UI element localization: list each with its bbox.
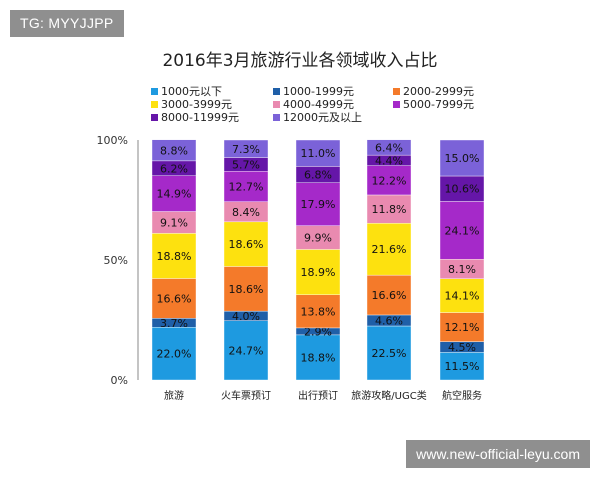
chart-title: 2016年3月旅游行业各领域收入占比 [162,51,437,71]
legend-swatch [393,88,400,95]
legend-swatch [393,101,400,108]
bar-segment [366,139,412,156]
data-label: 12.7% [229,180,264,193]
legend-swatch [151,88,158,95]
data-label: 11.8% [372,203,407,216]
bar-segment [439,278,485,313]
bar-segment [223,170,269,202]
data-label: 4.6% [375,314,403,327]
data-label: 16.6% [372,289,407,302]
bar-segment [439,139,485,177]
data-label: 6.8% [304,169,332,182]
bar-segment [295,249,341,296]
legend-swatch [151,101,158,108]
bar-segment [366,223,412,276]
data-label: 9.1% [160,216,188,229]
legend-label: 2000-2999元 [403,85,474,98]
data-label: 4.4% [375,154,403,167]
data-label: 6.2% [160,162,188,175]
data-label: 15.0% [445,152,480,165]
data-label: 18.6% [229,238,264,251]
watermark-top: TG: MYYJJPP [10,10,124,37]
bar-segment [151,327,197,381]
legend-label: 12000元及以上 [283,111,362,124]
bar-segment [295,294,341,329]
data-label: 8.1% [448,263,476,276]
bar-segment [439,175,485,202]
data-label: 4.0% [232,310,260,323]
bar-segment [151,175,197,212]
y-tick-label: 0% [111,374,128,387]
data-label: 14.1% [445,290,480,303]
bar-segment [223,221,269,267]
legend-label: 3000-3999元 [161,98,232,111]
data-label: 5.7% [232,158,260,171]
data-label: 21.6% [372,243,407,256]
bar-segment [366,274,412,316]
y-tick-label: 50% [104,254,128,267]
data-label: 18.9% [301,266,336,279]
bar-segment [151,278,197,319]
data-label: 11.0% [301,147,336,160]
data-label: 8.4% [232,206,260,219]
x-tick-label: 出行预订 [298,389,338,402]
bar-segment [366,165,412,196]
data-label: 6.4% [375,141,403,154]
data-label: 18.8% [157,250,192,263]
bar-segment [223,320,269,381]
data-label: 7.3% [232,143,260,156]
data-label: 10.6% [445,183,480,196]
data-label: 14.9% [157,188,192,201]
data-label: 2.9% [304,325,332,338]
bar-segment [295,139,341,167]
x-tick-label: 旅游攻略/UGC类 [351,389,426,402]
legend-label: 5000-7999元 [403,98,474,111]
data-label: 18.6% [229,283,264,296]
bar-segment [366,325,412,381]
bar-segment [439,352,485,381]
legend-swatch [151,114,158,121]
legend-label: 1000元以下 [161,85,222,98]
data-label: 12.1% [445,321,480,334]
data-label: 12.2% [372,174,407,187]
data-label: 9.9% [304,232,332,245]
legend-label: 8000-11999元 [161,111,239,124]
y-tick-label: 100% [97,134,128,147]
bar-segment [295,334,341,381]
bar-segment [151,139,197,162]
x-tick-label: 航空服务 [442,389,482,402]
data-label: 22.0% [157,348,192,361]
data-label: 3.7% [160,317,188,330]
legend-swatch [273,114,280,121]
bar-segment [295,182,341,226]
data-label: 18.8% [301,351,336,364]
bar-segment [223,266,269,312]
bar-segment [223,139,269,158]
bar-segment [439,312,485,342]
legend-label: 4000-4999元 [283,98,354,111]
data-label: 4.5% [448,341,476,354]
bar-segment [366,194,412,224]
watermark-bottom: www.new-official-leyu.com [406,440,590,468]
data-label: 16.6% [157,292,192,305]
legend-swatch [273,88,280,95]
data-label: 24.1% [445,224,480,237]
x-tick-label: 旅游 [164,389,184,402]
x-tick-label: 火车票预订 [221,389,271,402]
data-label: 8.8% [160,144,188,157]
legend-label: 1000-1999元 [283,85,354,98]
data-label: 13.8% [301,305,336,318]
bar-segment [151,233,197,279]
data-label: 17.9% [301,198,336,211]
data-label: 24.7% [229,344,264,357]
data-label: 22.5% [372,347,407,360]
legend-swatch [273,101,280,108]
data-label: 11.5% [445,360,480,373]
